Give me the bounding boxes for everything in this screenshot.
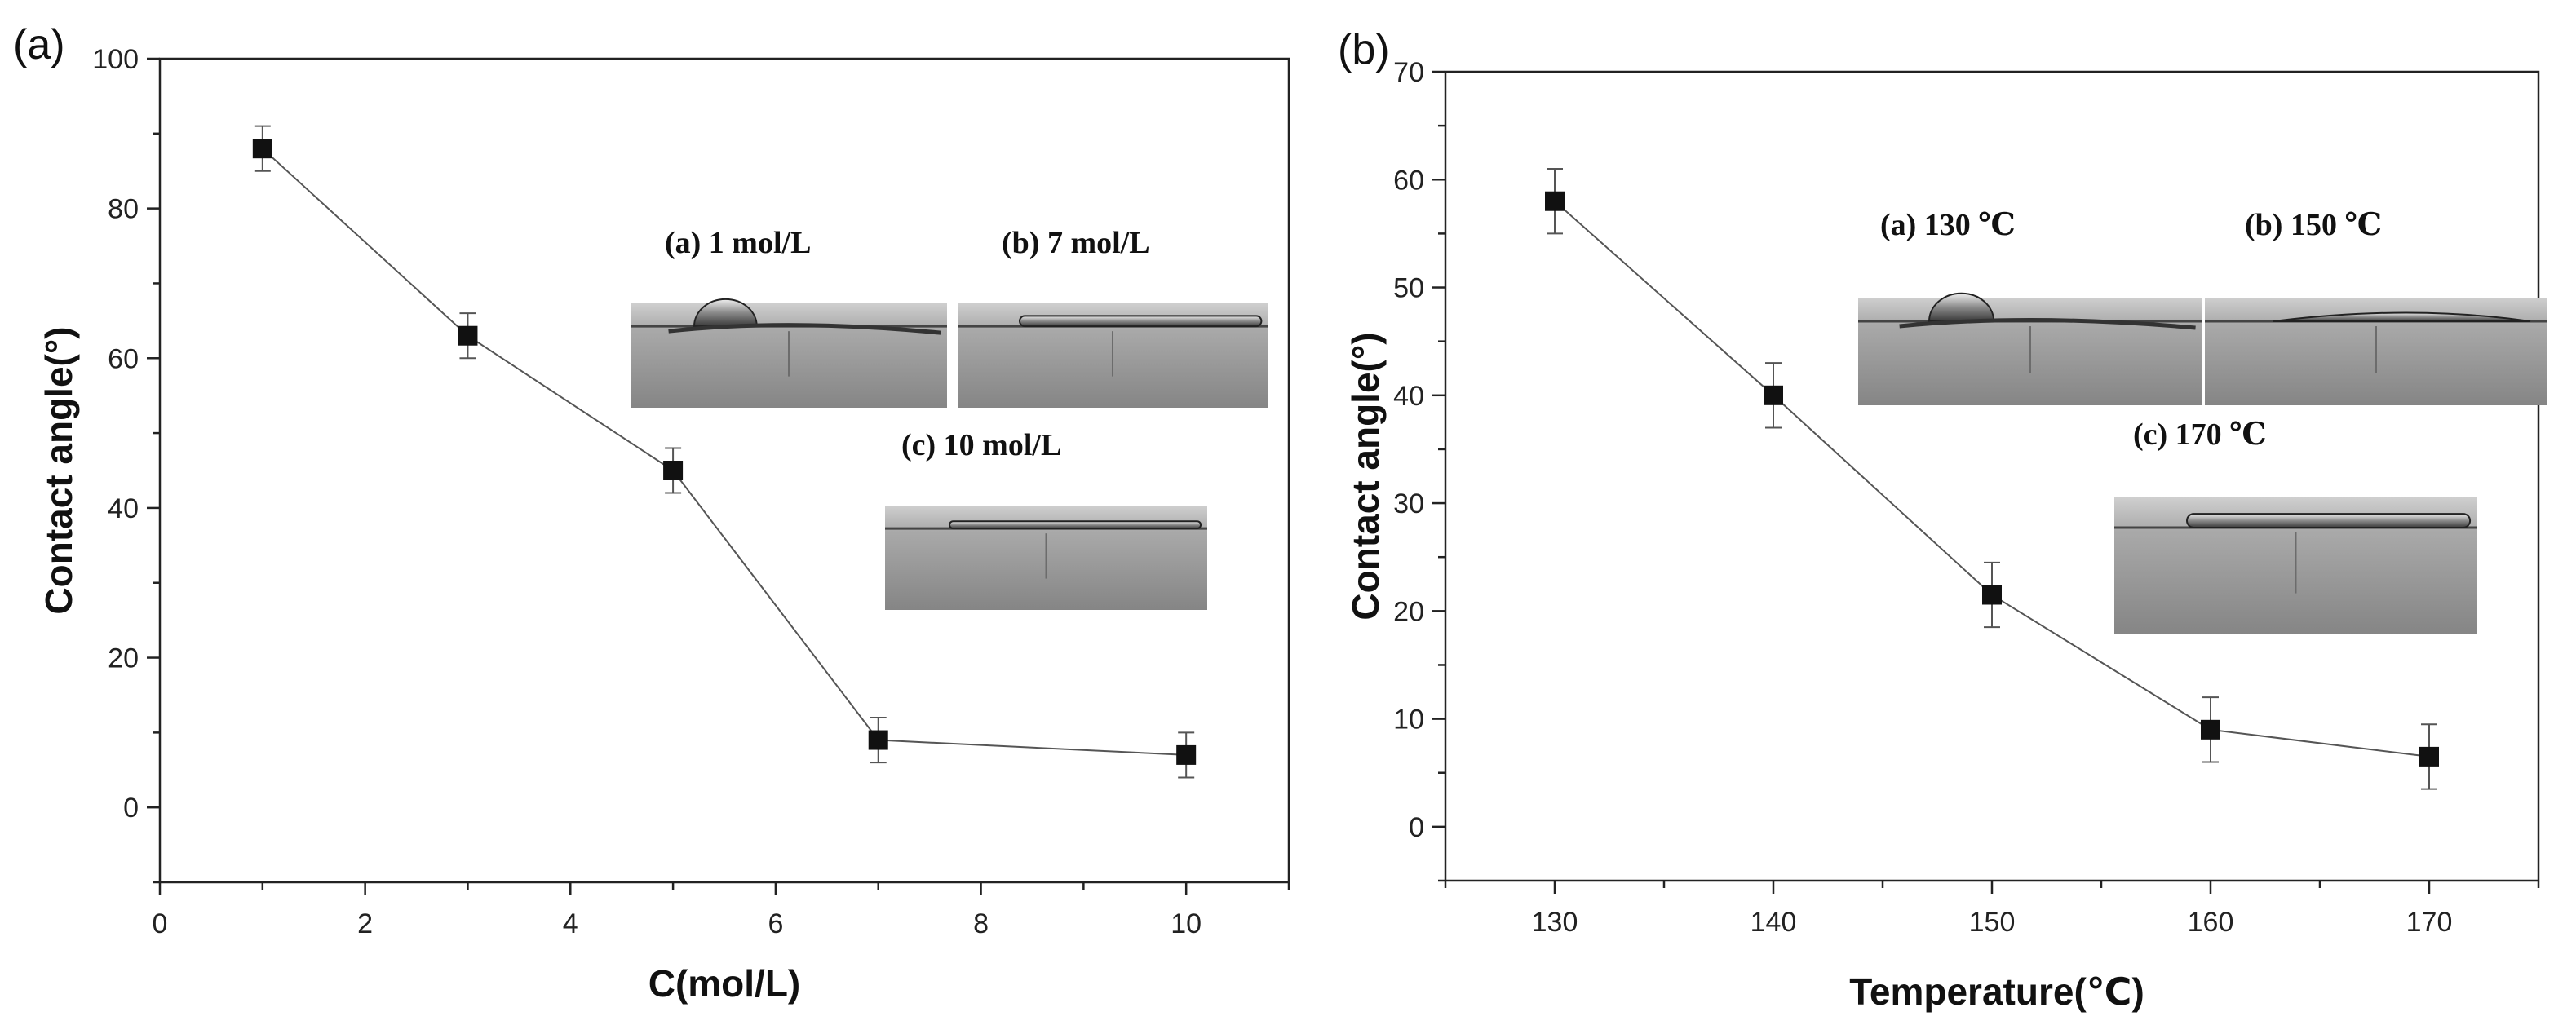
inset-photo-3: (c) 170 ℃ (2114, 418, 2477, 634)
x-tick-label: 10 (1171, 908, 1202, 939)
spreading-film (668, 323, 941, 335)
inset-photo-3: (c) 10 mol/L (885, 428, 1207, 610)
data-point (663, 461, 684, 480)
y-tick-label: 40 (108, 493, 139, 524)
plot-frame (158, 57, 1290, 884)
droplet (949, 520, 1202, 530)
inset-photo-1: (a) 130 ℃ (1858, 208, 2202, 405)
y-tick-label: 80 (108, 194, 139, 225)
y-tick-label: 60 (108, 343, 139, 374)
y-tick-label: 60 (1393, 165, 1424, 196)
inset-label: (c) 170 ℃ (2133, 418, 2267, 452)
y-tick-label: 20 (1393, 596, 1424, 627)
y-tick-label: 40 (1393, 381, 1424, 412)
droplet (2186, 513, 2472, 528)
x-tick-label: 170 (2406, 907, 2453, 938)
inset-label: (b) 7 mol/L (1002, 226, 1150, 260)
inset-photo-2: (b) 150 ℃ (2205, 208, 2547, 405)
inset-label: (a) 1 mol/L (665, 226, 811, 260)
y-tick-label: 10 (1393, 705, 1424, 736)
plot-frame (1444, 70, 2540, 882)
y-tick-label: 20 (108, 643, 139, 674)
x-tick-label: 4 (563, 908, 578, 939)
x-tick-label: 140 (1751, 907, 1797, 938)
y-axis-title: Contact angle(°) (38, 326, 80, 614)
droplet (2273, 311, 2531, 323)
chart-panel-a: (a) 0 20 40 60 80 100 0 2 4 6 8 10 C(mol/L) Contact an… (13, 21, 1290, 1005)
inset-photo-1: (a) 1 mol/L (631, 226, 947, 408)
x-axis-title: Temperature(℃) (1849, 970, 2144, 1013)
inset-label: (c) 10 mol/L (901, 428, 1061, 462)
x-tick-label: 160 (2188, 907, 2234, 938)
y-tick-label: 0 (1409, 812, 1424, 843)
droplet (1019, 315, 1263, 328)
data-point (1982, 585, 2002, 605)
spreading-film (1899, 318, 2196, 330)
y-tick-label: 30 (1393, 488, 1424, 519)
chart-panel-b: (b) 0 10 20 30 40 50 60 70 130 140 150 160 170 Tempera… (1338, 26, 2547, 1013)
x-tick-label: 150 (1969, 907, 2016, 938)
x-axis-title: C(mol/L) (648, 962, 801, 1005)
y-tick-label: 50 (1393, 273, 1424, 304)
inset-photo-2: (b) 7 mol/L (958, 226, 1268, 408)
y-tick-label: 100 (92, 44, 139, 75)
x-tick-label: 6 (768, 908, 783, 939)
series-line (1554, 200, 2430, 758)
y-axis-title: Contact angle(°) (1344, 332, 1387, 620)
data-point (1545, 191, 1565, 211)
panel-label: (a) (13, 21, 65, 68)
x-tick-label: 2 (357, 908, 373, 939)
droplet (1928, 292, 1995, 323)
x-tick-label: 130 (1532, 907, 1578, 938)
x-tick-label: 0 (153, 908, 168, 939)
data-point (458, 325, 478, 346)
droplet (693, 298, 758, 328)
data-point (1764, 385, 1783, 405)
data-point (2419, 746, 2439, 767)
data-point (252, 139, 272, 159)
panel-label: (b) (1338, 26, 1390, 73)
inset-label: (b) 150 ℃ (2245, 208, 2382, 242)
y-tick-label: 0 (123, 793, 139, 824)
y-tick-label: 70 (1393, 57, 1424, 88)
data-point (1176, 744, 1197, 765)
inset-label: (a) 130 ℃ (1880, 208, 2016, 242)
x-tick-label: 8 (973, 908, 989, 939)
data-point (2201, 719, 2220, 740)
data-point (868, 730, 888, 750)
